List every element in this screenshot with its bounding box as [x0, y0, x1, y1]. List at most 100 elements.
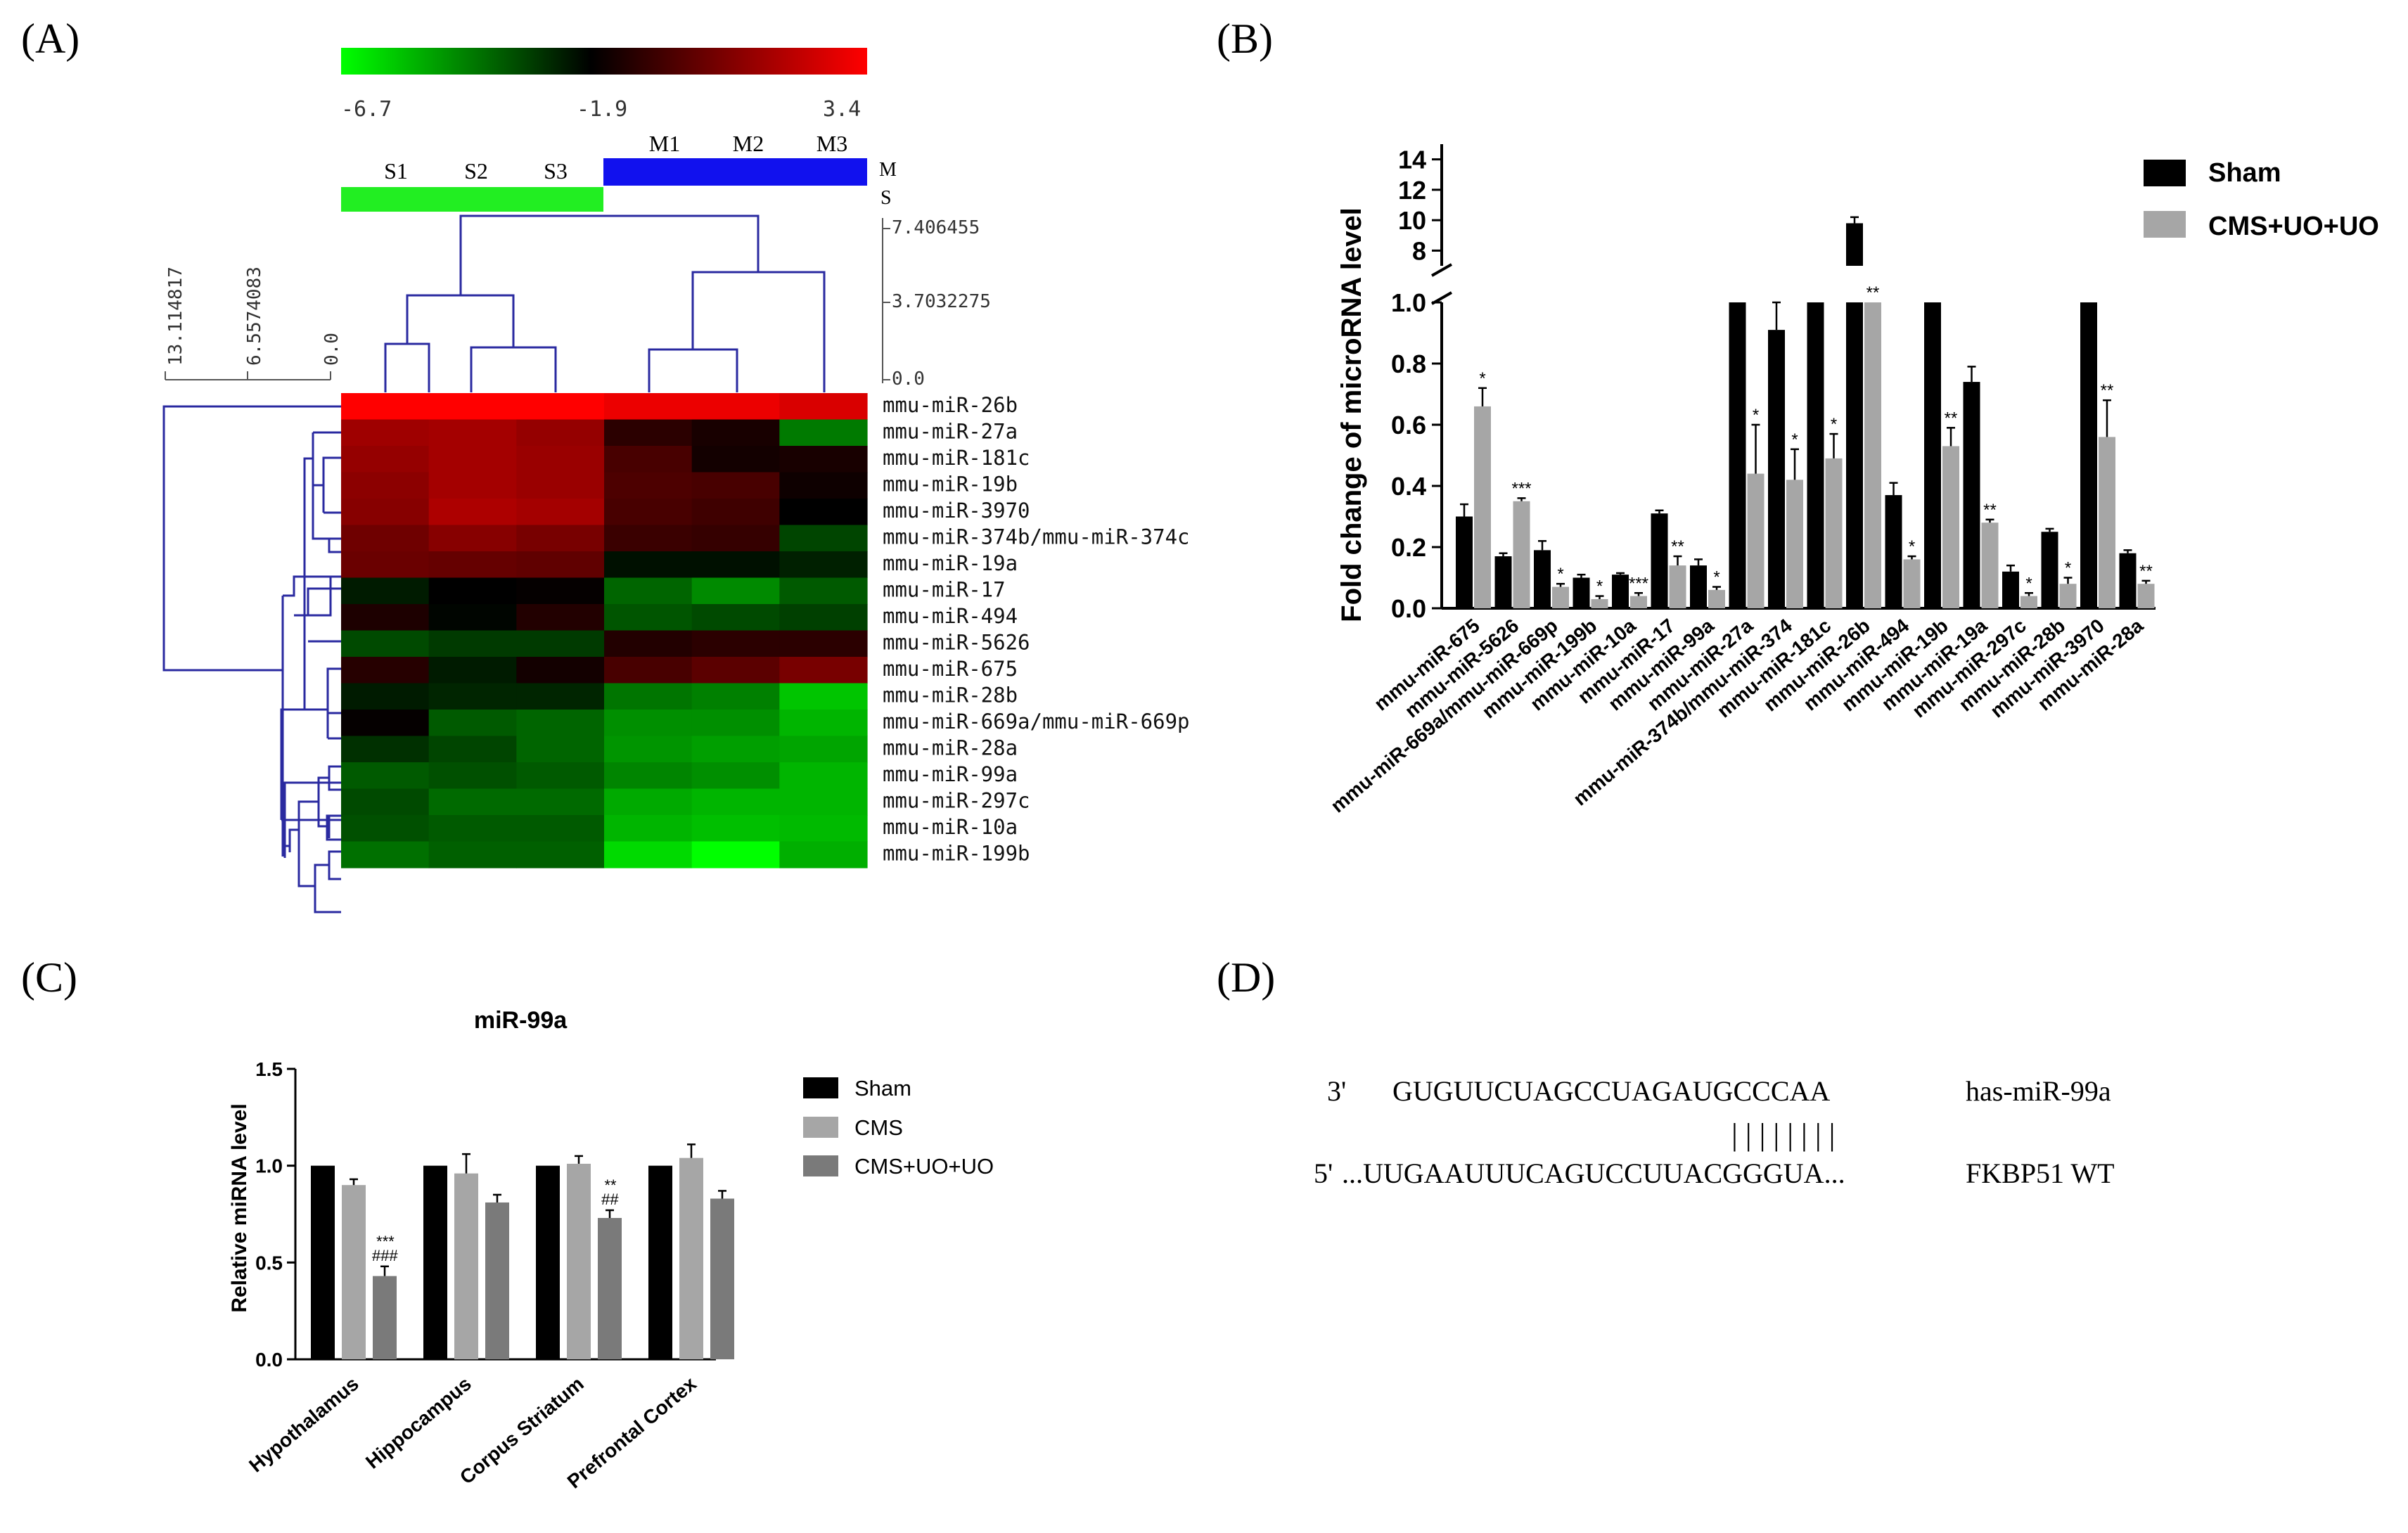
b-bar: [1513, 501, 1530, 608]
b-bar: [2099, 437, 2115, 608]
b-y-tick-label: 8: [1412, 236, 1426, 265]
heatmap-cell: [341, 551, 430, 579]
b-bar: [1651, 513, 1668, 608]
heatmap-cell: [428, 788, 517, 816]
c-bar: [342, 1185, 366, 1359]
row-scale-max: 13.114817: [165, 267, 186, 366]
b-bar: [1786, 480, 1803, 608]
sample-label-s2: S2: [464, 158, 488, 184]
heatmap-cell: [604, 446, 693, 473]
b-significance-marker: *: [1791, 430, 1798, 449]
panel-a: (A) -6.7 -1.9 3.4 S1 S2 S3 M1 M2 M3 M S …: [21, 15, 1190, 913]
heatmap-cell: [779, 736, 868, 763]
heatmap-cell: [604, 710, 693, 737]
heatmap-row-label: mmu-miR-669a/mmu-miR-669p: [883, 710, 1190, 733]
b-legend: Sham CMS+UO+UO: [2144, 158, 2379, 241]
heatmap-cell: [779, 683, 868, 710]
heatmap-cell: [604, 499, 693, 526]
heatmap-row-label: mmu-miR-99a: [883, 762, 1018, 786]
heatmap-row-label: mmu-miR-5626: [883, 631, 1030, 655]
sample-label-s1: S1: [384, 158, 408, 184]
b-legend-label-sham: Sham: [2208, 158, 2281, 188]
c-bar: [536, 1165, 560, 1359]
color-scale-min-label: -6.7: [341, 97, 392, 122]
heatmap-cell: [604, 657, 693, 684]
heatmap-row-label: mmu-miR-374b/mmu-miR-374c: [883, 525, 1190, 549]
panel-label-a: (A): [21, 15, 79, 62]
heatmap-cell: [341, 393, 430, 421]
b-bar: [1690, 565, 1707, 608]
heatmap-cell: [341, 604, 430, 631]
heatmap-cell: [604, 683, 693, 710]
heatmap-cell: [428, 736, 517, 763]
heatmap-cell: [428, 815, 517, 842]
b-bar: [1552, 586, 1569, 608]
b-significance-marker: *: [1909, 537, 1915, 556]
b-significance-marker: **: [2139, 562, 2153, 581]
b-bar: [1981, 522, 1999, 608]
color-scale-max-label: 3.4: [823, 97, 861, 122]
heatmap-cell: [779, 630, 868, 658]
mirna-sequence: GUGUUCUAGCCUAGAUGCCCAA: [1392, 1075, 1830, 1107]
b-bar: [1474, 406, 1491, 608]
target-sequence: ...UUGAAUUUCAGUCCUUACGGGUA...: [1342, 1157, 1845, 1189]
heatmap-cell: [341, 657, 430, 684]
b-bar: [2020, 596, 2037, 608]
heatmap-cell: [779, 657, 868, 684]
target-prime-label: 5': [1314, 1157, 1333, 1189]
c-significance-marker: **: [603, 1176, 617, 1194]
sample-label-s3: S3: [544, 158, 568, 184]
b-y-tick-label: 0.6: [1391, 411, 1426, 440]
c-bar: [710, 1198, 734, 1359]
row-scale-zero: 0.0: [321, 333, 342, 366]
heatmap-cell: [779, 499, 868, 526]
heatmap-cell: [341, 762, 430, 790]
b-bar: [2002, 571, 2019, 608]
b-legend-swatch-sham: [2144, 160, 2186, 186]
heatmap-cell: [691, 788, 780, 816]
heatmap-cell: [516, 630, 605, 658]
c-legend-label-cms: CMS: [854, 1115, 903, 1140]
heatmap-cell: [691, 446, 780, 473]
heatmap-row-label: mmu-miR-181c: [883, 446, 1030, 470]
heatmap-cell: [691, 419, 780, 447]
color-scale-mid-label: -1.9: [577, 97, 627, 122]
b-bar: [1669, 565, 1686, 608]
panel-c: (C) miR-99a Relative miRNA level 0.0 0.5 1…: [21, 954, 994, 1493]
b-legend-label-cms: CMS+UO+UO: [2208, 212, 2379, 241]
b-y-tick-label: 1.0: [1391, 288, 1426, 317]
heatmap-cell: [779, 551, 868, 579]
heatmap-cell: [516, 657, 605, 684]
heatmap-cell: [516, 577, 605, 605]
b-bar: [1807, 302, 1824, 608]
heatmap-cell: [428, 657, 517, 684]
heatmap-cell: [428, 630, 517, 658]
heatmap-cell: [341, 499, 430, 526]
heatmap-cell: [516, 762, 605, 790]
heatmap-cell: [604, 419, 693, 447]
b-bar: [1864, 302, 1881, 608]
b-y-tick-label: 12: [1398, 176, 1426, 205]
heatmap-cell: [428, 393, 517, 421]
b-significance-marker: *: [1753, 406, 1759, 425]
heatmap-cell: [341, 710, 430, 737]
heatmap-cell: [779, 762, 868, 790]
heatmap-cell: [691, 762, 780, 790]
b-y-tick-label: 0.0: [1391, 594, 1426, 623]
panel-b: (B) Fold change of microRNA level 0.0 0.2…: [1217, 15, 2379, 817]
c-bar: [679, 1157, 703, 1359]
heatmap-cell: [516, 788, 605, 816]
b-bar: [2080, 302, 2097, 608]
c-legend-swatch-cms-uo: [803, 1155, 838, 1176]
heatmap-cell: [691, 393, 780, 421]
c-chart-title: miR-99a: [474, 1007, 568, 1034]
b-bar: [1708, 589, 1725, 608]
heatmap-cell: [604, 841, 693, 868]
heatmap-cell: [516, 841, 605, 868]
heatmap-row-label: mmu-miR-17: [883, 578, 1006, 602]
heatmap-cell: [604, 762, 693, 790]
b-significance-marker: **: [2101, 381, 2114, 400]
heatmap-cell: [341, 815, 430, 842]
c-y-axis-label: Relative miRNA level: [228, 1103, 251, 1312]
